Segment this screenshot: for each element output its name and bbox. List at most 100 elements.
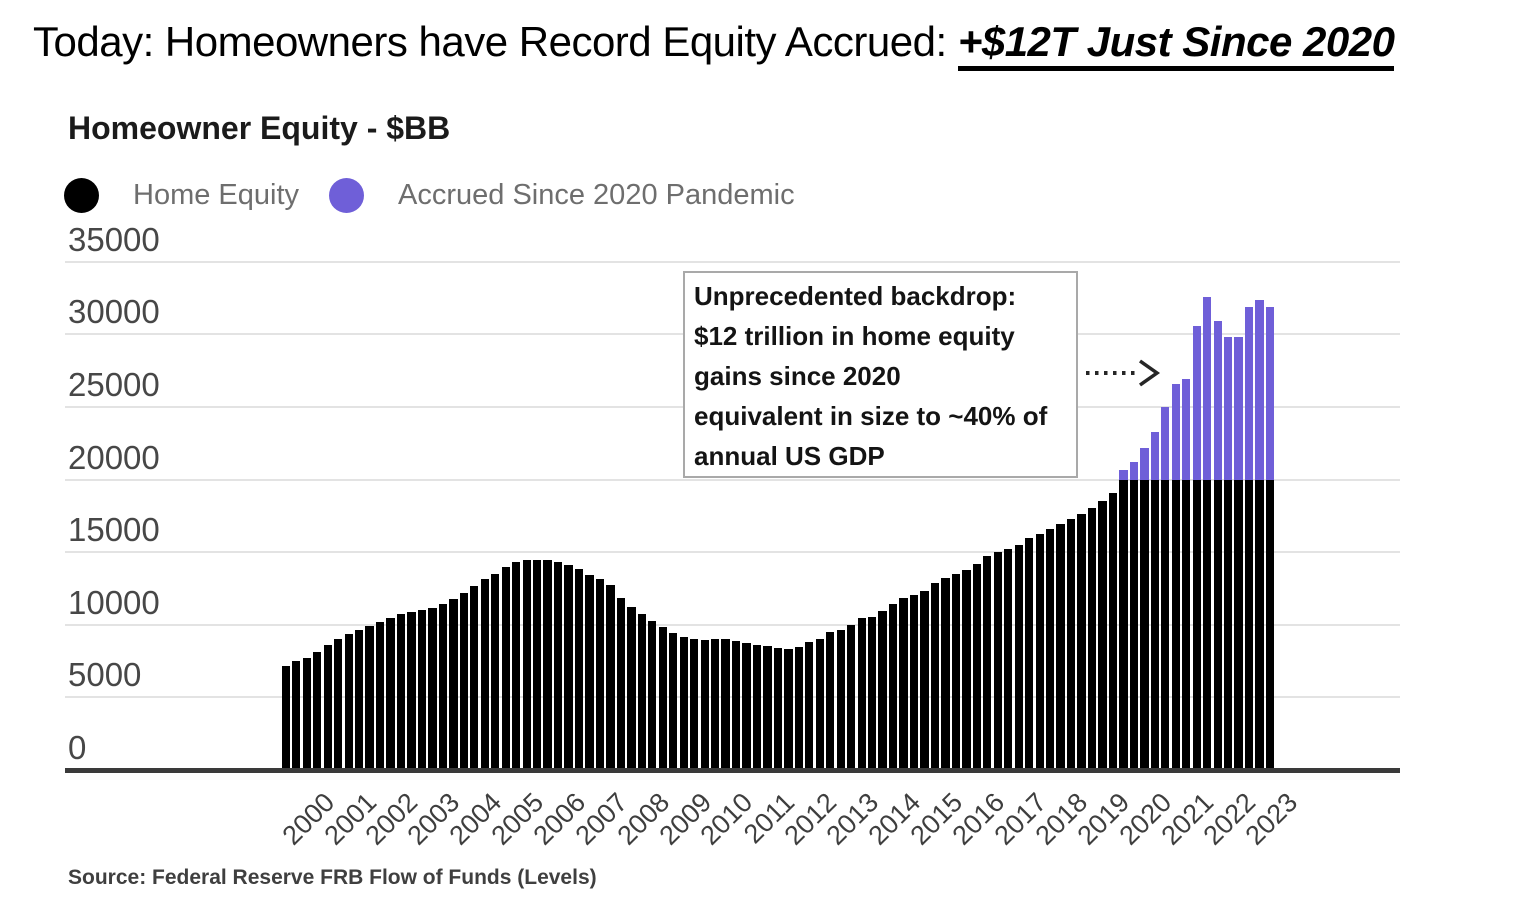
home-equity-bar: [501, 566, 510, 769]
home-equity-bar: [375, 621, 385, 769]
home-equity-bar: [354, 630, 364, 769]
home-equity-bar: [1150, 480, 1159, 769]
home-equity-bar: [941, 578, 950, 769]
home-equity-bar: [459, 592, 468, 769]
home-equity-bar: [1192, 480, 1201, 769]
home-equity-bar: [836, 630, 845, 769]
chart-title: Homeowner Equity - $BB: [68, 110, 451, 146]
home-equity-bar: [972, 563, 982, 769]
home-equity-bar: [1129, 480, 1139, 769]
home-equity-bar: [1171, 480, 1180, 769]
home-equity-bar: [616, 597, 626, 769]
home-equity-bar: [1108, 493, 1118, 769]
home-equity-bar: [1119, 480, 1128, 769]
home-equity-bar: [1140, 480, 1149, 769]
home-equity-bar: [1161, 480, 1170, 769]
home-equity-bar: [302, 657, 311, 769]
accrued-equity-bar: [1255, 299, 1264, 481]
home-equity-bar: [669, 632, 678, 769]
legend-label-home-equity: Home Equity: [133, 178, 300, 211]
home-equity-bar: [920, 591, 929, 769]
annotation-line: equivalent in size to ~40% of: [694, 401, 1048, 431]
home-equity-bar: [386, 617, 395, 769]
home-equity-bar: [815, 639, 824, 769]
accrued-equity-bar: [1224, 336, 1233, 481]
y-tick-label: 15000: [68, 511, 160, 549]
y-tick-label: 0: [68, 729, 87, 766]
home-equity-bar: [899, 598, 908, 769]
home-equity-bar: [449, 599, 458, 769]
home-equity-bar: [983, 555, 992, 769]
home-equity-bar: [868, 616, 877, 769]
accrued-equity-bar: [1213, 320, 1222, 481]
home-equity-bar: [1182, 480, 1191, 769]
home-equity-bar: [438, 604, 448, 769]
chart-legend: Home Equity Accrued Since 2020 Pandemic: [64, 176, 795, 214]
accrued-equity-bar: [1150, 431, 1159, 481]
home-equity-bar: [1203, 480, 1212, 769]
home-equity-bar: [532, 560, 542, 769]
home-equity-bar: [313, 651, 322, 769]
home-equity-bar: [1244, 480, 1254, 769]
home-equity-bar: [847, 624, 856, 769]
x-axis-line: [65, 768, 1400, 773]
home-equity-bar: [951, 574, 961, 769]
accrued-equity-bar: [1119, 470, 1128, 481]
home-equity-bar: [857, 618, 866, 769]
home-equity-bar: [491, 574, 500, 769]
home-equity-bar: [700, 640, 709, 769]
home-equity-bar: [407, 611, 416, 769]
accrued-equity-bar: [1182, 378, 1191, 481]
home-equity-bar: [731, 640, 741, 769]
annotation-line: annual US GDP: [694, 441, 885, 471]
home-equity-bar: [710, 639, 720, 769]
home-equity-bar: [784, 649, 793, 769]
accrued-equity-bar: [1234, 337, 1243, 481]
home-equity-bar: [344, 634, 353, 769]
home-equity-bar: [1077, 513, 1086, 769]
annotation-line: Unprecedented backdrop:: [694, 281, 1017, 311]
home-equity-bar: [962, 570, 971, 769]
dotted-arrow-icon: [1084, 356, 1164, 395]
page-title: Today: Homeowners have Record Equity Acc…: [33, 18, 1395, 71]
home-equity-bar: [1046, 528, 1055, 769]
annotation-box: Unprecedented backdrop: $12 trillion in …: [683, 271, 1078, 478]
home-equity-bar: [606, 585, 615, 769]
home-equity-bar: [1066, 518, 1076, 769]
accrued-equity-bar: [1192, 325, 1201, 481]
home-equity-bar: [281, 666, 290, 769]
legend-dot-home-equity-icon: [64, 177, 99, 213]
home-equity-bar: [1035, 533, 1044, 769]
y-gridline: [65, 260, 1400, 263]
home-equity-bar: [1025, 537, 1034, 769]
home-equity-bar: [1224, 480, 1233, 769]
accrued-equity-bar: [1265, 306, 1275, 481]
accrued-equity-bar: [1140, 448, 1149, 481]
home-equity-bar: [1213, 480, 1222, 769]
home-equity-bar: [574, 569, 584, 769]
home-equity-bar: [396, 614, 406, 769]
y-tick-label: 35000: [68, 220, 160, 258]
home-equity-bar: [1255, 480, 1264, 769]
legend-dot-accrued-icon: [329, 177, 365, 213]
home-equity-bar: [1004, 548, 1013, 769]
source-note: Source: Federal Reserve FRB Flow of Fund…: [68, 866, 597, 889]
home-equity-bar: [658, 626, 667, 769]
y-tick-label: 20000: [68, 438, 160, 476]
home-equity-bar: [721, 639, 730, 769]
page-title-text: Today: Homeowners have Record Equity Acc…: [33, 18, 958, 65]
home-equity-bar: [794, 646, 804, 769]
home-equity-bar: [595, 579, 605, 769]
home-equity-bar: [888, 604, 898, 769]
home-equity-bar: [752, 645, 762, 769]
page-title-highlight: +$12T Just Since 2020: [957, 18, 1395, 71]
accrued-equity-bar: [1203, 297, 1212, 481]
home-equity-bar: [627, 606, 636, 769]
y-gridline: [65, 623, 1400, 626]
home-equity-bar: [417, 610, 427, 769]
annotation-line: gains since 2020: [694, 361, 901, 391]
accrued-equity-bar: [1129, 461, 1139, 481]
home-equity-bar: [648, 621, 657, 769]
y-tick-label: 10000: [68, 583, 160, 621]
